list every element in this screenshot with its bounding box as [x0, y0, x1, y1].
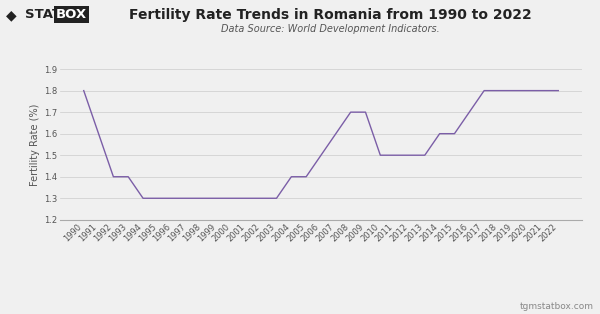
Text: ◆: ◆	[6, 8, 17, 22]
Text: BOX: BOX	[56, 8, 87, 21]
Text: Fertility Rate Trends in Romania from 1990 to 2022: Fertility Rate Trends in Romania from 19…	[128, 8, 532, 22]
Text: Data Source: World Development Indicators.: Data Source: World Development Indicator…	[221, 24, 439, 34]
Text: tgmstatbox.com: tgmstatbox.com	[520, 302, 594, 311]
Text: STAT: STAT	[25, 8, 61, 21]
Y-axis label: Fertility Rate (%): Fertility Rate (%)	[30, 103, 40, 186]
